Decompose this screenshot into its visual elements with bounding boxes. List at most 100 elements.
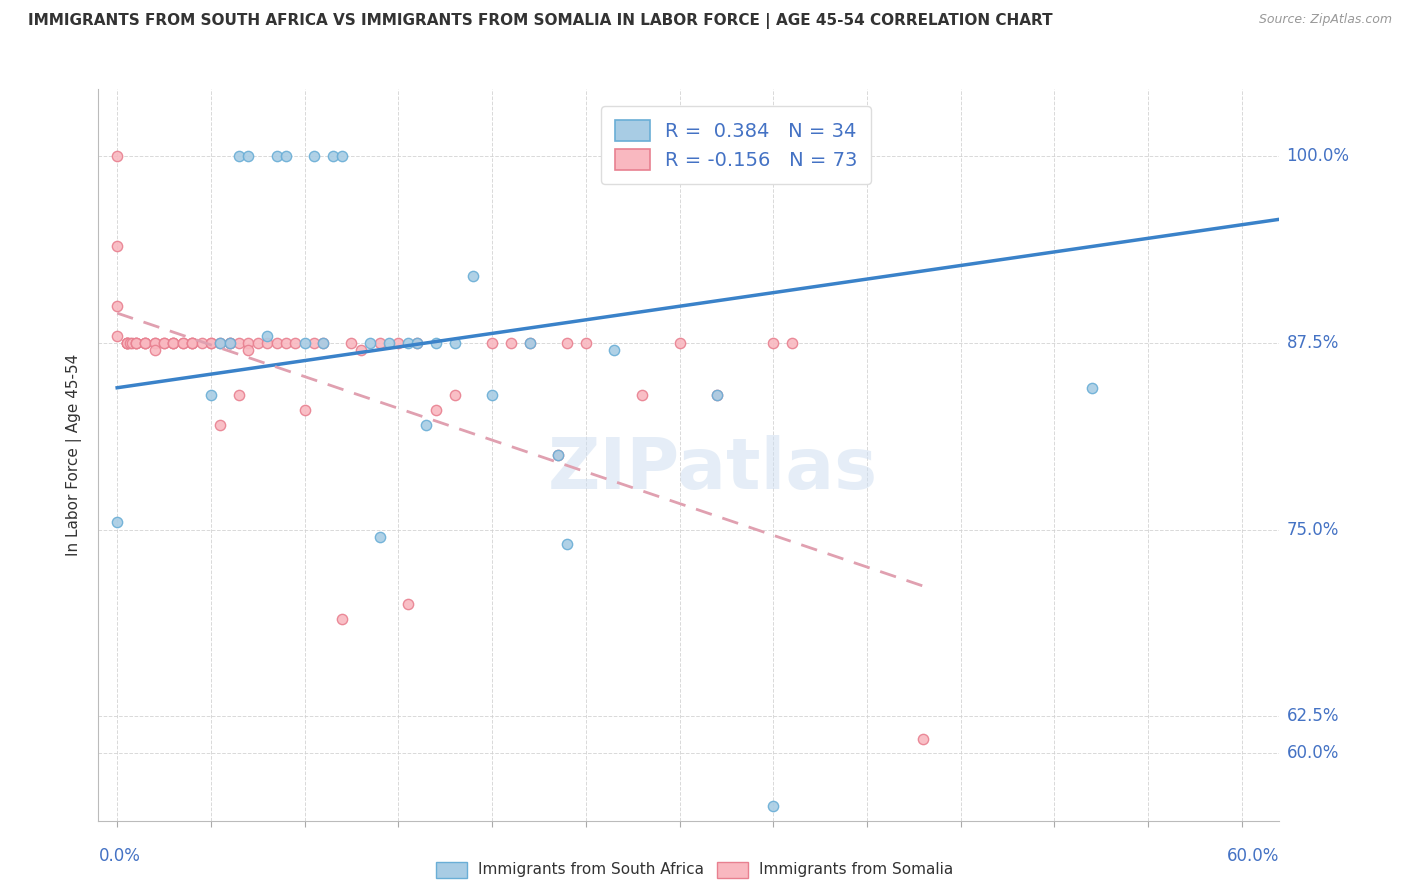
- Point: [396, 597, 419, 611]
- Point: [246, 335, 269, 350]
- Point: [519, 335, 541, 350]
- Text: 0.0%: 0.0%: [98, 847, 141, 865]
- Point: [143, 343, 166, 358]
- Point: [105, 328, 128, 343]
- Point: [631, 388, 654, 402]
- Point: [209, 335, 232, 350]
- Point: [368, 335, 391, 350]
- Text: 60.0%: 60.0%: [1227, 847, 1279, 865]
- Text: 87.5%: 87.5%: [1286, 334, 1339, 352]
- Point: [330, 612, 353, 626]
- Point: [172, 335, 194, 350]
- Point: [274, 149, 297, 163]
- Point: [302, 335, 325, 350]
- Point: [350, 343, 373, 358]
- Point: [302, 149, 325, 163]
- Point: [266, 149, 288, 163]
- Point: [406, 335, 429, 350]
- Point: [294, 335, 316, 350]
- Point: [115, 335, 138, 350]
- Point: [415, 418, 437, 433]
- Point: [330, 149, 353, 163]
- Point: [115, 335, 138, 350]
- Point: [162, 335, 184, 350]
- Point: [443, 388, 465, 402]
- Text: IMMIGRANTS FROM SOUTH AFRICA VS IMMIGRANTS FROM SOMALIA IN LABOR FORCE | AGE 45-: IMMIGRANTS FROM SOUTH AFRICA VS IMMIGRAN…: [28, 13, 1053, 29]
- Point: [322, 149, 344, 163]
- Point: [228, 388, 250, 402]
- Point: [238, 335, 260, 350]
- Point: [153, 335, 176, 350]
- Point: [218, 335, 240, 350]
- Point: [603, 343, 626, 358]
- Point: [706, 388, 728, 402]
- Point: [200, 335, 222, 350]
- Text: 100.0%: 100.0%: [1286, 147, 1350, 165]
- Point: [190, 335, 212, 350]
- Point: [115, 335, 138, 350]
- Point: [115, 335, 138, 350]
- Point: [762, 335, 785, 350]
- Point: [256, 328, 278, 343]
- Point: [162, 335, 184, 350]
- Point: [519, 335, 541, 350]
- Point: [555, 335, 578, 350]
- Point: [181, 335, 204, 350]
- Point: [200, 388, 222, 402]
- Point: [172, 335, 194, 350]
- Point: [274, 335, 297, 350]
- Point: [706, 388, 728, 402]
- Point: [256, 335, 278, 350]
- Point: [359, 335, 381, 350]
- Point: [120, 335, 142, 350]
- Point: [209, 418, 232, 433]
- Point: [387, 335, 409, 350]
- Text: ZIPatlas: ZIPatlas: [547, 435, 877, 504]
- Point: [200, 335, 222, 350]
- Point: [143, 335, 166, 350]
- Point: [105, 515, 128, 529]
- Text: 60.0%: 60.0%: [1286, 745, 1339, 763]
- Point: [463, 268, 485, 283]
- Point: [153, 335, 176, 350]
- Point: [125, 335, 148, 350]
- Point: [481, 335, 503, 350]
- Text: Immigrants from South Africa: Immigrants from South Africa: [478, 863, 704, 877]
- Point: [378, 335, 401, 350]
- Text: 62.5%: 62.5%: [1286, 707, 1339, 725]
- Text: Immigrants from Somalia: Immigrants from Somalia: [759, 863, 953, 877]
- Legend: R =  0.384   N = 34, R = -0.156   N = 73: R = 0.384 N = 34, R = -0.156 N = 73: [602, 106, 872, 184]
- Point: [218, 335, 240, 350]
- Point: [209, 335, 232, 350]
- Point: [762, 798, 785, 813]
- Point: [481, 388, 503, 402]
- Point: [780, 335, 803, 350]
- Point: [575, 335, 598, 350]
- Point: [134, 335, 156, 350]
- Point: [396, 335, 419, 350]
- Point: [181, 335, 204, 350]
- Point: [162, 335, 184, 350]
- Point: [294, 403, 316, 417]
- Point: [228, 335, 250, 350]
- Y-axis label: In Labor Force | Age 45-54: In Labor Force | Age 45-54: [66, 354, 83, 556]
- Point: [425, 335, 447, 350]
- Point: [425, 403, 447, 417]
- Point: [499, 335, 522, 350]
- Point: [406, 335, 429, 350]
- Text: 75.0%: 75.0%: [1286, 521, 1339, 539]
- Point: [121, 335, 143, 350]
- Point: [312, 335, 335, 350]
- Point: [368, 530, 391, 544]
- Point: [266, 335, 288, 350]
- Point: [125, 335, 148, 350]
- Point: [312, 335, 335, 350]
- Point: [284, 335, 307, 350]
- Point: [134, 335, 156, 350]
- Point: [105, 299, 128, 313]
- Point: [668, 335, 690, 350]
- Point: [1081, 381, 1104, 395]
- Point: [238, 149, 260, 163]
- Point: [555, 537, 578, 551]
- Point: [547, 448, 569, 462]
